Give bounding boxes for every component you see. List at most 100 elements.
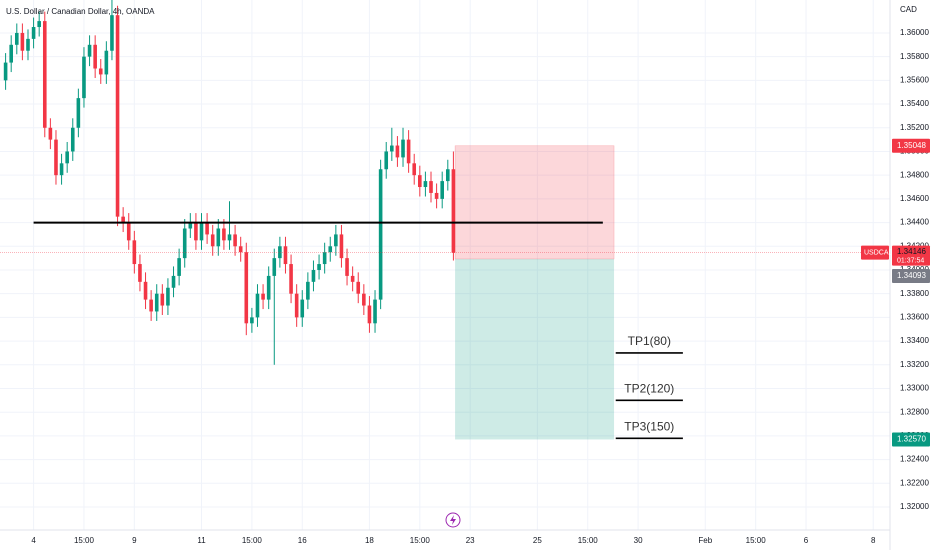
candle-body — [14, 32, 19, 45]
candle-body — [401, 139, 405, 158]
candle-body — [322, 252, 327, 265]
chart-title: U.S. Dollar / Canadian Dollar, 4h, OANDA — [6, 7, 155, 16]
y-tick-label: 1.34600 — [900, 194, 929, 203]
candle-body — [266, 275, 271, 300]
y-tick-label: 1.32000 — [900, 502, 929, 511]
y-tick-label: 1.32200 — [900, 478, 929, 487]
x-tick-label: 25 — [533, 536, 542, 545]
lightning-icon — [450, 515, 456, 525]
candle-body — [138, 264, 142, 282]
candle-body — [115, 15, 120, 217]
candle-body — [328, 246, 333, 253]
target-label: TP1(80) — [628, 334, 671, 348]
x-tick-label: 30 — [634, 536, 643, 545]
candle-body — [345, 258, 349, 276]
candle-body — [216, 228, 221, 247]
candle-body — [289, 264, 293, 294]
candle-body — [255, 293, 260, 318]
y-tick-label: 1.33400 — [900, 336, 929, 345]
candle-body — [194, 222, 198, 241]
candle-body — [70, 127, 75, 152]
candle-body — [20, 32, 25, 51]
candle-body — [171, 275, 176, 288]
candle-body — [384, 151, 389, 170]
candle-body — [412, 163, 417, 176]
plot: TP1(80) TP2(120) TP3(150) — [0, 0, 890, 440]
candle-body — [82, 56, 86, 99]
x-tick-label: 15:00 — [746, 536, 767, 545]
y-tick-label: 1.33200 — [900, 360, 929, 369]
candle-body — [65, 151, 69, 164]
candle-body — [160, 293, 165, 306]
candle-body — [104, 50, 109, 75]
candle-body — [350, 275, 355, 282]
x-tick-label: 6 — [804, 536, 809, 545]
target-price-tag-box — [892, 432, 930, 447]
candle-body — [339, 234, 344, 259]
candle-body — [356, 281, 361, 294]
candle-body — [222, 228, 226, 241]
last-price-box — [892, 245, 930, 266]
candle-body — [205, 222, 209, 235]
symbol-tag-box — [861, 245, 889, 260]
candle-body — [93, 44, 97, 69]
grid — [0, 0, 890, 530]
candle-body — [300, 299, 305, 318]
candle-body — [48, 127, 53, 140]
candle-body — [59, 163, 64, 176]
y-tick-label: 1.36000 — [900, 28, 929, 37]
candle-body — [395, 145, 400, 158]
candle-body — [294, 293, 299, 318]
candle-body — [121, 216, 125, 223]
y-tick-label: 1.35200 — [900, 123, 929, 132]
y-tick-label: 1.33600 — [900, 312, 929, 321]
axes: 1.320001.322001.324001.326001.328001.330… — [31, 28, 930, 545]
candle-body — [199, 222, 204, 241]
currency-label: CAD — [900, 5, 917, 14]
candle-body — [210, 234, 215, 247]
candle-body — [317, 264, 321, 270]
y-tick-label: 1.35400 — [900, 99, 929, 108]
y-tick-label: 1.33000 — [900, 384, 929, 393]
candle-body — [233, 234, 237, 247]
x-tick-label: 15:00 — [74, 536, 95, 545]
candle-body — [238, 246, 243, 253]
candle-body — [126, 222, 131, 241]
candle-body — [283, 246, 288, 265]
candle-body — [188, 222, 193, 229]
candle-body — [423, 181, 428, 188]
stop-price-tag: 1.35048 — [897, 141, 926, 150]
candle-body — [451, 169, 456, 253]
candle-body — [244, 252, 249, 324]
candle-body — [250, 317, 254, 324]
x-tick-label: 9 — [132, 536, 137, 545]
candle-body — [445, 169, 450, 182]
y-tick-label: 1.35800 — [900, 52, 929, 61]
x-tick-label: 4 — [31, 536, 36, 545]
target-price-tag: 1.32570 — [897, 435, 926, 444]
x-tick-label: 18 — [365, 536, 374, 545]
candle-body — [87, 44, 92, 57]
x-tick-label: 11 — [197, 536, 206, 545]
candle-body — [272, 258, 277, 276]
candle-body — [261, 293, 265, 300]
entry-price-box — [892, 268, 930, 283]
candle-body — [334, 234, 338, 247]
countdown: 01:37:54 — [897, 258, 924, 265]
candle-body — [440, 181, 445, 199]
candle-body — [182, 228, 187, 259]
candle-body — [149, 299, 153, 312]
y-tick-label: 1.34800 — [900, 170, 929, 179]
symbol-tag: USDCAD — [864, 250, 894, 257]
candle-body — [166, 287, 170, 306]
x-tick-label: 15:00 — [410, 536, 431, 545]
stop-price-tag-box — [892, 138, 930, 153]
x-tick-label: 16 — [298, 536, 307, 545]
x-tick-label: 15:00 — [578, 536, 599, 545]
y-tick-label: 1.32400 — [900, 455, 929, 464]
x-tick-label: 15:00 — [242, 536, 263, 545]
y-tick-label: 1.32800 — [900, 407, 929, 416]
candle-body — [154, 293, 159, 312]
